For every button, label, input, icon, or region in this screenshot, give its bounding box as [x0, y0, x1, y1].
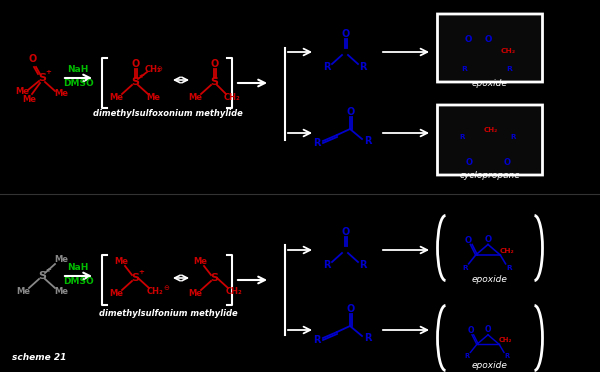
- Text: epoxide: epoxide: [472, 276, 508, 285]
- Text: +: +: [138, 73, 144, 79]
- Text: R: R: [364, 333, 372, 343]
- Text: +: +: [45, 69, 51, 75]
- Text: CH₂: CH₂: [484, 127, 497, 133]
- Text: Me: Me: [109, 289, 123, 298]
- Text: DMSO: DMSO: [62, 276, 94, 285]
- Text: CH₂: CH₂: [145, 64, 161, 74]
- Text: R: R: [461, 66, 467, 72]
- Text: +: +: [45, 267, 51, 273]
- Text: R: R: [463, 265, 468, 271]
- Text: R: R: [506, 66, 512, 72]
- Text: S: S: [38, 73, 46, 83]
- Text: Me: Me: [188, 289, 202, 298]
- Text: R: R: [460, 134, 465, 141]
- Text: epoxide: epoxide: [472, 78, 508, 87]
- Text: S: S: [131, 77, 139, 87]
- Text: O: O: [465, 235, 472, 244]
- Text: O: O: [467, 326, 473, 335]
- Text: O: O: [347, 304, 355, 314]
- Text: CH₂: CH₂: [146, 286, 163, 295]
- Text: R: R: [313, 335, 321, 345]
- Text: O: O: [464, 35, 472, 44]
- Text: ⊖: ⊖: [163, 285, 169, 291]
- Text: S: S: [210, 77, 218, 87]
- Text: R: R: [323, 62, 331, 72]
- FancyBboxPatch shape: [437, 105, 542, 175]
- Text: R: R: [359, 62, 367, 72]
- Text: R: R: [323, 260, 331, 270]
- Text: scheme 21: scheme 21: [12, 353, 67, 362]
- Text: S: S: [38, 271, 46, 281]
- Text: R: R: [359, 260, 367, 270]
- Text: O: O: [211, 59, 219, 69]
- Text: O: O: [503, 158, 510, 167]
- Text: Me: Me: [54, 256, 68, 264]
- Text: O: O: [342, 227, 350, 237]
- Text: O: O: [132, 59, 140, 69]
- Text: R: R: [505, 353, 510, 359]
- Text: cyclopropane: cyclopropane: [460, 170, 520, 180]
- Text: O: O: [342, 29, 350, 39]
- Text: S: S: [210, 273, 218, 283]
- Text: Me: Me: [146, 93, 160, 102]
- Text: epoxide: epoxide: [472, 362, 508, 371]
- Text: R: R: [511, 134, 516, 141]
- Text: CH₂: CH₂: [500, 48, 515, 54]
- Text: Me: Me: [188, 93, 202, 102]
- Text: Me: Me: [193, 257, 207, 266]
- Text: Me: Me: [109, 93, 123, 102]
- Text: ⊖: ⊖: [156, 66, 162, 72]
- Text: R: R: [364, 136, 372, 146]
- FancyBboxPatch shape: [437, 14, 542, 82]
- Text: CH₂: CH₂: [499, 337, 512, 343]
- Text: DMSO: DMSO: [62, 78, 94, 87]
- Text: O: O: [347, 107, 355, 117]
- Text: R: R: [313, 138, 321, 148]
- Text: O: O: [484, 235, 491, 244]
- Text: Me: Me: [54, 288, 68, 296]
- Text: Me: Me: [54, 90, 68, 99]
- Text: CH₂: CH₂: [226, 286, 242, 295]
- Text: O: O: [466, 158, 473, 167]
- Text: O: O: [485, 326, 491, 334]
- Text: Me: Me: [16, 288, 30, 296]
- Text: NaH: NaH: [67, 263, 89, 273]
- Text: Me: Me: [15, 87, 29, 96]
- Text: CH₂: CH₂: [224, 93, 241, 102]
- Text: dimethylsulfoxonium methylide: dimethylsulfoxonium methylide: [93, 109, 243, 119]
- Text: Me: Me: [22, 96, 36, 105]
- Text: S: S: [131, 273, 139, 283]
- Text: dimethylsulfonium methylide: dimethylsulfonium methylide: [98, 308, 238, 317]
- Text: O: O: [29, 54, 37, 64]
- Text: R: R: [464, 353, 470, 359]
- Text: CH₂: CH₂: [500, 248, 515, 254]
- Text: R: R: [506, 265, 512, 271]
- Text: Me: Me: [114, 257, 128, 266]
- Text: +: +: [138, 269, 144, 275]
- Text: NaH: NaH: [67, 65, 89, 74]
- Text: O: O: [484, 35, 492, 44]
